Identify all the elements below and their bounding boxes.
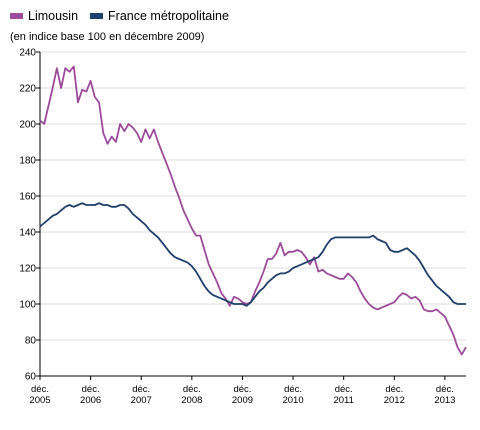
x-tick-label: déc. bbox=[436, 384, 454, 395]
y-tick-label: 100 bbox=[19, 300, 36, 311]
legend-swatch-limousin bbox=[10, 13, 23, 19]
legend-label-france: France métropolitaine bbox=[108, 9, 229, 23]
y-tick-label: 120 bbox=[19, 264, 36, 275]
x-tick-label: 2011 bbox=[333, 395, 353, 406]
series-lines bbox=[39, 65, 467, 356]
series-line-france-metropolitaine bbox=[39, 202, 466, 307]
y-tick-label: 240 bbox=[19, 48, 36, 59]
y-tick-label: 140 bbox=[19, 228, 36, 239]
axes bbox=[36, 51, 466, 380]
x-tick-label: 2007 bbox=[131, 395, 152, 406]
y-tick-label: 180 bbox=[19, 156, 36, 167]
series-line-limousin bbox=[39, 65, 467, 356]
x-tick-labels: déc.2005déc.2006déc.2007déc.2008déc.2009… bbox=[29, 384, 455, 406]
y-tick-label: 60 bbox=[25, 372, 37, 383]
x-tick-label: 2013 bbox=[434, 395, 455, 406]
x-tick-label: 2012 bbox=[384, 395, 405, 406]
y-tick-label: 80 bbox=[25, 336, 37, 347]
x-tick-label: 2005 bbox=[29, 395, 50, 406]
x-tick-label: 2009 bbox=[232, 395, 253, 406]
x-tick-label: déc. bbox=[31, 384, 49, 395]
y-tick-label: 220 bbox=[19, 84, 36, 95]
x-tick-label: déc. bbox=[385, 384, 403, 395]
y-tick-label: 200 bbox=[19, 120, 36, 131]
x-tick-label: déc. bbox=[335, 384, 353, 395]
x-tick-label: 2010 bbox=[282, 395, 303, 406]
legend: Limousin France métropolitaine bbox=[10, 9, 241, 23]
legend-item-france[interactable]: France métropolitaine bbox=[90, 9, 229, 23]
grid-lines bbox=[40, 51, 466, 341]
legend-label-limousin: Limousin bbox=[28, 9, 79, 23]
legend-item-limousin[interactable]: Limousin bbox=[10, 9, 78, 23]
x-tick-label: déc. bbox=[233, 384, 251, 395]
x-tick-label: déc. bbox=[183, 384, 201, 395]
chart-subtitle: (en indice base 100 en décembre 2009) bbox=[10, 31, 205, 43]
x-tick-label: 2006 bbox=[80, 395, 101, 406]
y-tick-labels: 60 80 100 120 140 160 180 200 220 240 bbox=[19, 48, 36, 383]
x-tick-label: 2008 bbox=[181, 395, 202, 406]
x-tick-label: déc. bbox=[284, 384, 302, 395]
x-tick-label: déc. bbox=[132, 384, 150, 395]
x-tick-label: déc. bbox=[82, 384, 100, 395]
y-tick-label: 160 bbox=[19, 192, 36, 203]
legend-swatch-france bbox=[90, 13, 104, 19]
